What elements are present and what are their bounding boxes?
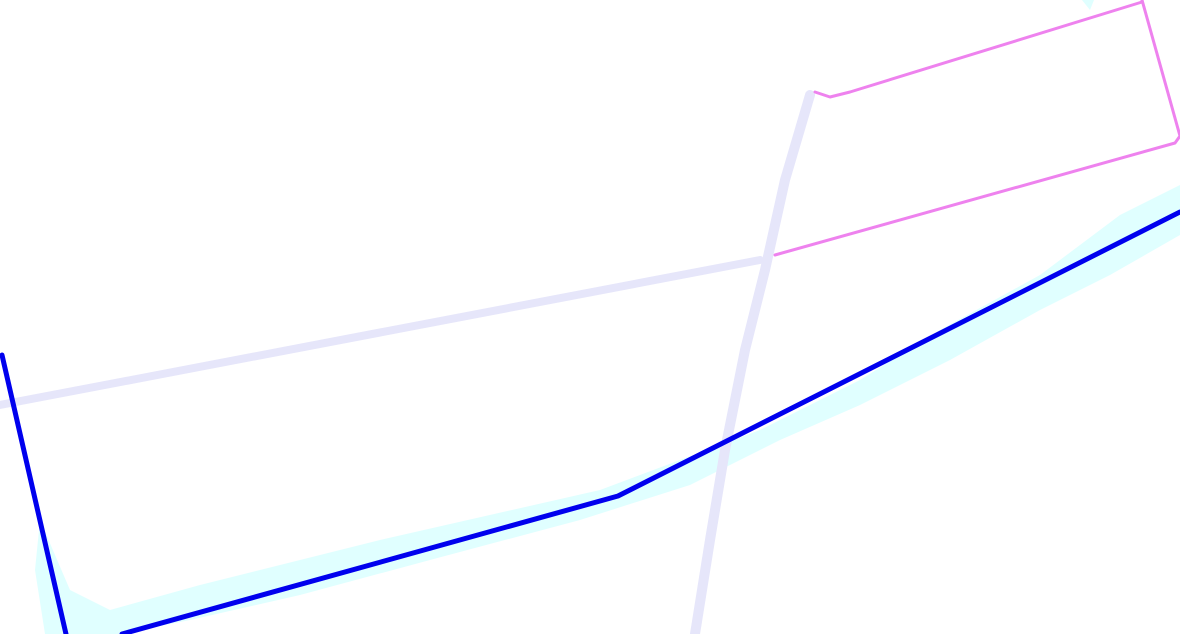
coastline-shade-area — [35, 185, 1180, 634]
coastline-shade-fragment — [1082, 0, 1094, 10]
boundary-line-blue-main — [119, 209, 1180, 634]
road-line-horizontal — [0, 256, 764, 409]
road-line-vertical — [690, 90, 815, 634]
boundary-line-violet — [773, 0, 1180, 257]
boundary-line-blue — [0, 352, 69, 634]
